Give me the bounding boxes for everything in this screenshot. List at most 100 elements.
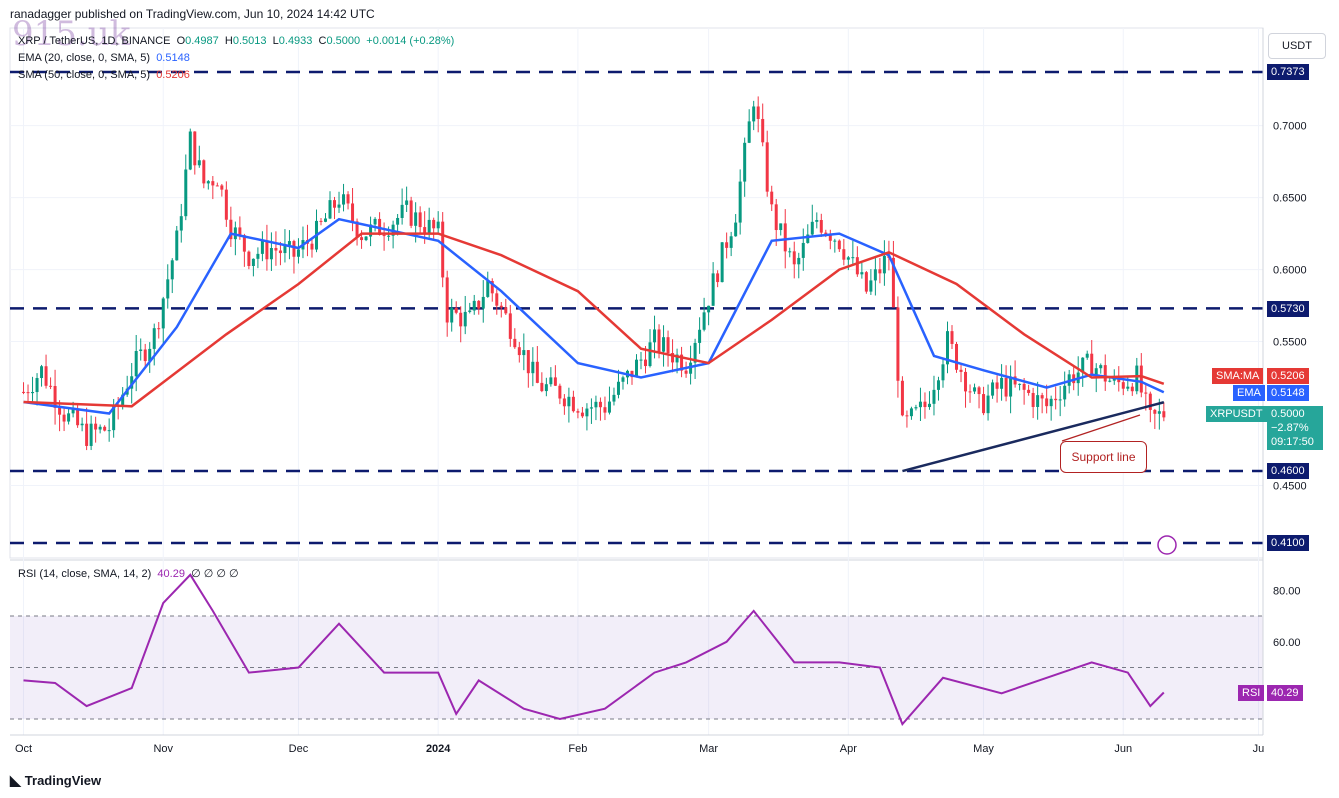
candle-body (936, 380, 940, 390)
support-line-annotation: Support line (1060, 441, 1147, 473)
candle-body (1045, 398, 1049, 407)
time-tick-label: Mar (699, 743, 718, 755)
rsi-tick-label: 80.00 (1273, 585, 1301, 597)
candle-body (603, 407, 607, 413)
candle-body (351, 203, 355, 222)
candle-body (720, 242, 724, 283)
candle-body (738, 181, 742, 223)
candle-body (1121, 382, 1125, 389)
candle-body (1049, 398, 1053, 407)
time-tick-label: May (973, 743, 994, 755)
candle-body (441, 221, 445, 278)
watermark: 915.uk (12, 14, 131, 54)
rsi-legend[interactable]: RSI (14, close, SMA, 14, 2) 40.29 ∅ ∅ ∅ … (18, 567, 239, 580)
candle-body (468, 310, 472, 312)
price-tick-label: 0.6500 (1273, 193, 1307, 205)
candle-body (31, 392, 35, 394)
candle-body (711, 273, 715, 306)
candle-body (414, 212, 418, 226)
candle-body (260, 240, 264, 254)
candle-body (549, 377, 553, 385)
price-tick-label: 0.4500 (1273, 480, 1307, 492)
candle-body (387, 235, 391, 237)
candle-body (220, 185, 224, 190)
candle-body (89, 423, 93, 446)
candle-body (1144, 392, 1148, 394)
candle-body (1000, 377, 1004, 389)
ohlc-high: 0.5013 (232, 35, 267, 47)
candle-body (621, 377, 625, 382)
ema-tag: EMA (1233, 385, 1265, 401)
candle-body (287, 241, 291, 245)
time-tick-label: 2024 (426, 743, 451, 755)
candle-body (1054, 398, 1058, 401)
candle-body (274, 248, 278, 251)
candle-body (774, 204, 778, 231)
rsi-legend-label: RSI (14, close, SMA, 14, 2) (18, 568, 152, 580)
candle-body (900, 380, 904, 416)
candle-body (355, 221, 359, 238)
tradingview-logo[interactable]: ◣ TradingView (10, 772, 101, 789)
candle-body (806, 234, 810, 243)
candle-body (792, 251, 796, 265)
ema-legend[interactable]: EMA (20, close, 0, SMA, 5) 0.5148 (18, 52, 190, 64)
candle-body (531, 361, 535, 374)
price-tick-label: 0.6000 (1273, 265, 1307, 277)
price-tick-label: 0.7000 (1273, 121, 1307, 133)
currency-unit-button[interactable]: USDT (1268, 33, 1326, 59)
candle-body (1135, 365, 1139, 392)
candle-body (891, 257, 895, 308)
candle-body (779, 223, 783, 231)
candle-body (265, 240, 269, 260)
candle-body (1130, 386, 1134, 392)
candle-body (765, 142, 769, 192)
ohlc-low: 0.4933 (278, 35, 313, 47)
time-tick-label: Apr (840, 743, 857, 755)
candle-body (653, 329, 657, 343)
candle-body (143, 349, 147, 362)
level-label-0.5730: 0.5730 (1267, 301, 1309, 317)
candle-body (85, 423, 89, 446)
candle-body (22, 391, 26, 393)
candle-body (1027, 389, 1031, 393)
candle-body (67, 413, 71, 422)
candle-body (878, 269, 882, 274)
candle-body (761, 118, 765, 143)
ema-20-line (23, 217, 1165, 415)
sma-legend[interactable]: SMA (50, close, 0, SMA, 5) 0.5206 (18, 69, 190, 81)
symbol-legend[interactable]: XRP / TetherUS, 1D, BINANCE O0.4987 H0.5… (18, 35, 454, 47)
time-tick-label: Dec (289, 743, 309, 755)
candle-body (1108, 380, 1112, 382)
candle-body (134, 350, 138, 377)
candle-body (247, 251, 251, 266)
candle-body (702, 312, 706, 330)
candle-body (436, 221, 440, 229)
moving-averages (23, 217, 1165, 415)
candle-body (197, 160, 201, 166)
candle-body (130, 376, 134, 389)
candle-body (544, 384, 548, 392)
candle-body (472, 300, 476, 311)
candle-body (369, 224, 373, 237)
candle-body (783, 223, 787, 252)
candle-body (855, 257, 859, 275)
candle-body (71, 409, 75, 414)
candle-body (851, 257, 855, 259)
candle-body (396, 217, 400, 225)
candle-body (770, 191, 774, 205)
candle-body (982, 394, 986, 414)
candle-body (202, 160, 206, 184)
candle-body (454, 307, 458, 313)
candle-body (405, 200, 409, 205)
candle-body (896, 307, 900, 381)
candle-body (945, 331, 949, 365)
candle-body (152, 328, 156, 349)
candle-body (995, 382, 999, 389)
candle-body (842, 249, 846, 260)
candle-body (1090, 353, 1094, 376)
candle-body (62, 414, 66, 422)
candle-body (1139, 365, 1143, 393)
candle-body (585, 408, 589, 417)
candle-body (1157, 411, 1161, 414)
